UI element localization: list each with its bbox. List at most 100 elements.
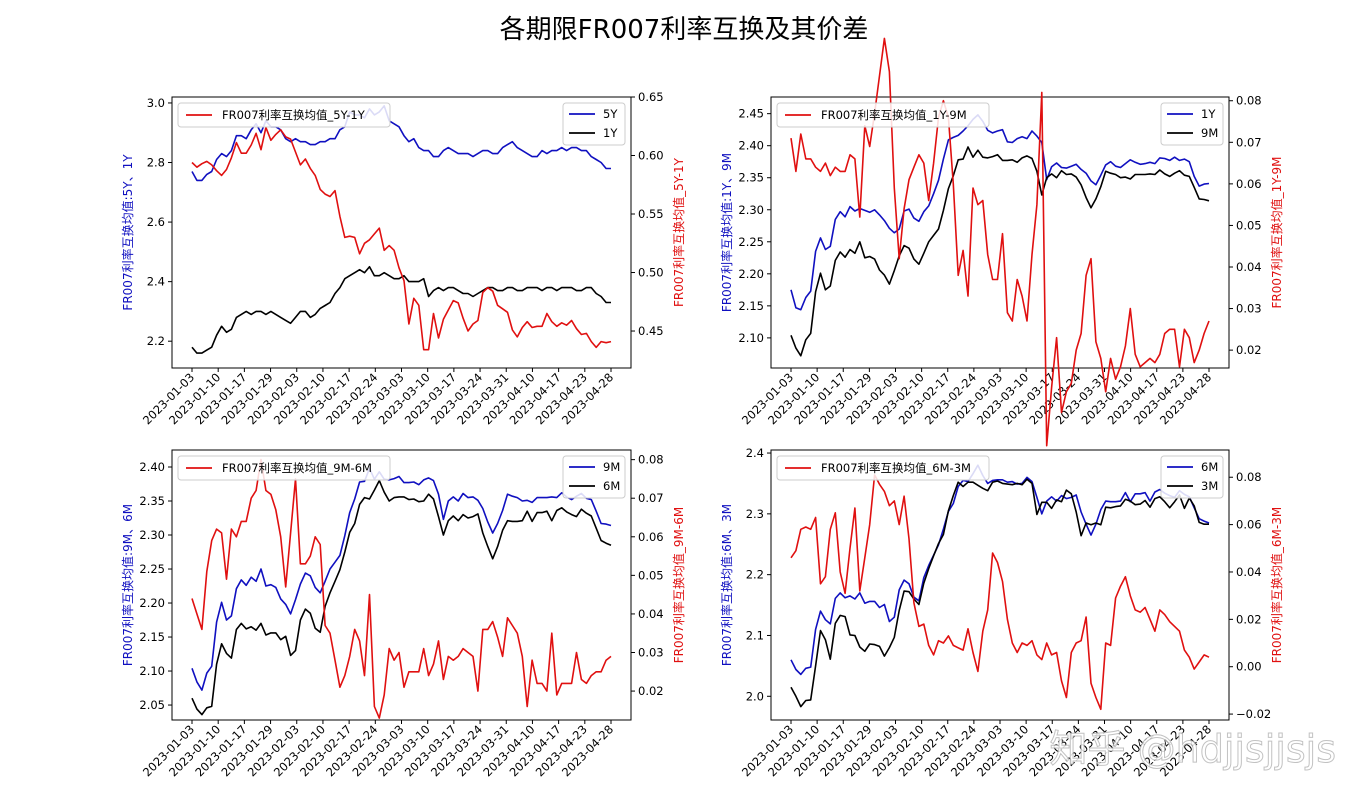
- series-line-3M: [790, 478, 1209, 708]
- series-line-6M: [790, 464, 1210, 676]
- series-line-FR007利率互换均值_5Y-1Y: [191, 126, 612, 351]
- legend-spread-label: FR007利率互换均值_5Y-1Y: [222, 108, 366, 122]
- y-left-tick-label: 2.15: [139, 630, 165, 644]
- y-right-tick-label: 0.03: [1236, 302, 1262, 316]
- y-left-tick-label: 2.20: [738, 267, 764, 281]
- legend-rate-label: 3M: [1201, 479, 1218, 493]
- series-line-FR007利率互换均值_6M-3M: [790, 474, 1210, 711]
- series-line-6M: [191, 479, 612, 716]
- y-left-tick-label: 2.35: [139, 494, 165, 508]
- y-left-tick-label: 2.6: [147, 215, 165, 229]
- series-line-FR007利率互换均值_1Y-9M: [790, 37, 1210, 447]
- y-left-tick-label: 2.35: [738, 171, 764, 185]
- y-right-tick-label: 0.60: [638, 149, 664, 163]
- legend-spread-label: FR007利率互换均值_9M-6M: [222, 461, 372, 475]
- legend-rate-label: 9M: [603, 460, 620, 474]
- y-right-tick-label: 0.04: [1236, 565, 1262, 579]
- chart-panel-1: 2023-01-032023-01-102023-01-172023-01-29…: [120, 90, 686, 427]
- figure-title: 各期限FR007利率互换及其价差: [500, 15, 869, 45]
- legend-spread: FR007利率互换均值_1Y-9M: [776, 102, 990, 128]
- y-left-tick-label: 3.0: [147, 96, 165, 110]
- y-left-axis-label: FR007利率互换均值:9M、6M: [120, 504, 135, 666]
- y-left-tick-label: 2.30: [139, 528, 165, 542]
- legend-rate-label: 6M: [1201, 460, 1218, 474]
- y-right-tick-label: 0.00: [1236, 660, 1262, 674]
- legend-spread: FR007利率互换均值_6M-3M: [776, 455, 990, 481]
- y-left-tick-label: 2.1: [746, 628, 764, 642]
- y-right-axis-label: FR007利率互换均值_6M-3M: [1269, 507, 1284, 663]
- y-left-axis-label: FR007利率互换均值:5Y、1Y: [120, 154, 135, 311]
- chart-panels: 2023-01-032023-01-102023-01-172023-01-29…: [120, 37, 1284, 779]
- y-right-tick-label: 0.04: [638, 607, 664, 621]
- y-left-tick-label: 2.40: [738, 139, 764, 153]
- y-left-tick-label: 2.25: [738, 235, 764, 249]
- y-left-tick-label: 2.30: [738, 203, 764, 217]
- y-right-tick-label: −0.02: [1236, 707, 1271, 721]
- legend-spread-label: FR007利率互换均值_1Y-9M: [821, 108, 967, 122]
- y-right-tick-label: 0.65: [638, 90, 664, 104]
- y-left-axis-label: FR007利率互换均值:1Y、9M: [719, 153, 734, 312]
- y-left-tick-label: 2.10: [738, 331, 764, 345]
- series-line-9M: [191, 467, 612, 691]
- watermark: 知乎 @hdjjsjjsjs: [1050, 727, 1336, 771]
- y-right-axis-label: FR007利率互换均值_9M-6M: [671, 507, 686, 663]
- y-right-tick-label: 0.07: [638, 491, 664, 505]
- y-right-tick-label: 0.05: [638, 568, 664, 582]
- y-right-tick-label: 0.06: [1236, 518, 1262, 532]
- y-right-tick-label: 0.02: [638, 684, 664, 698]
- axes-frame: [770, 96, 1230, 369]
- legend-spread: FR007利率互换均值_5Y-1Y: [177, 102, 391, 128]
- legend-rate-label: 1Y: [1201, 107, 1216, 121]
- y-right-tick-label: 0.08: [1236, 94, 1262, 108]
- y-right-tick-label: 0.02: [1236, 612, 1262, 626]
- y-right-tick-label: 0.02: [1236, 343, 1262, 357]
- y-right-tick-label: 0.04: [1236, 260, 1262, 274]
- y-left-tick-label: 2.2: [147, 334, 165, 348]
- legend-rate-label: 6M: [603, 479, 620, 493]
- axes-frame: [171, 449, 632, 721]
- y-right-tick-label: 0.08: [1236, 470, 1262, 484]
- chart-panel-3: 2023-01-032023-01-102023-01-172023-01-29…: [120, 449, 686, 779]
- y-right-tick-label: 0.45: [638, 324, 664, 338]
- y-left-tick-label: 2.2: [746, 568, 764, 582]
- y-left-tick-label: 2.0: [746, 689, 764, 703]
- y-right-tick-label: 0.06: [1236, 177, 1262, 191]
- y-left-tick-label: 2.8: [147, 156, 165, 170]
- y-right-tick-label: 0.05: [1236, 218, 1262, 232]
- chart-panel-2: 2023-01-032023-01-102023-01-172023-01-29…: [719, 37, 1284, 447]
- y-left-tick-label: 2.25: [139, 562, 165, 576]
- y-left-tick-label: 2.05: [139, 698, 165, 712]
- y-left-tick-label: 2.4: [746, 446, 764, 460]
- y-right-tick-label: 0.08: [638, 453, 664, 467]
- y-right-tick-label: 0.06: [638, 530, 664, 544]
- y-right-tick-label: 0.55: [638, 207, 664, 221]
- y-right-axis-label: FR007利率互换均值_1Y-9M: [1269, 156, 1284, 308]
- y-left-tick-label: 2.45: [738, 107, 764, 121]
- y-left-tick-label: 2.40: [139, 460, 165, 474]
- y-left-tick-label: 2.10: [139, 664, 165, 678]
- legend-rate-label: 1Y: [603, 126, 618, 140]
- legend-spread: FR007利率互换均值_9M-6M: [177, 455, 391, 481]
- series-line-1Y: [790, 114, 1210, 311]
- y-right-tick-label: 0.07: [1236, 135, 1262, 149]
- axes-frame: [171, 96, 632, 369]
- y-left-tick-label: 2.15: [738, 299, 764, 313]
- legend-rate-label: 9M: [1201, 126, 1218, 140]
- y-left-axis-label: FR007利率互换均值:6M、3M: [719, 504, 734, 666]
- legend-spread-label: FR007利率互换均值_6M-3M: [821, 461, 971, 475]
- y-left-tick-label: 2.3: [746, 507, 764, 521]
- y-right-axis-label: FR007利率互换均值_5Y-1Y: [671, 157, 686, 307]
- series-line-FR007利率互换均值_9M-6M: [191, 458, 612, 719]
- legend-rate-label: 5Y: [603, 107, 618, 121]
- series-line-1Y: [191, 265, 611, 354]
- y-left-tick-label: 2.20: [139, 596, 165, 610]
- series-line-9M: [790, 146, 1210, 357]
- y-right-tick-label: 0.03: [638, 646, 664, 660]
- series-line-5Y: [191, 105, 611, 182]
- y-left-tick-label: 2.4: [147, 275, 165, 289]
